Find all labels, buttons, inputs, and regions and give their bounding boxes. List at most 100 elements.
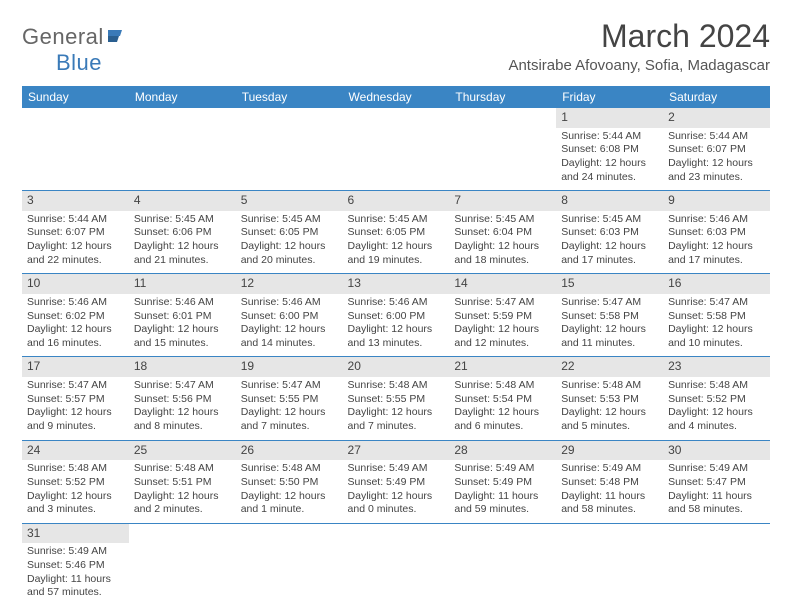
- sunrise-line: Sunrise: 5:47 AM: [27, 379, 124, 393]
- day-number: 17: [22, 357, 129, 377]
- calendar-cell: 9Sunrise: 5:46 AMSunset: 6:03 PMDaylight…: [663, 191, 770, 274]
- sunset-line: Sunset: 6:08 PM: [561, 143, 658, 157]
- sunrise-line: Sunrise: 5:48 AM: [668, 379, 765, 393]
- daylight-line: Daylight: 12 hours and 15 minutes.: [134, 323, 231, 350]
- sunset-line: Sunset: 5:49 PM: [348, 476, 445, 490]
- day-header: Sunday: [22, 86, 129, 108]
- sunrise-line: Sunrise: 5:48 AM: [561, 379, 658, 393]
- daylight-line: Daylight: 12 hours and 16 minutes.: [27, 323, 124, 350]
- sunset-line: Sunset: 6:00 PM: [348, 310, 445, 324]
- logo-text-2: Blue: [56, 50, 102, 76]
- sunrise-line: Sunrise: 5:48 AM: [241, 462, 338, 476]
- calendar-cell-empty: [556, 523, 663, 606]
- calendar-row: 31Sunrise: 5:49 AMSunset: 5:46 PMDayligh…: [22, 523, 770, 606]
- calendar-cell-empty: [343, 108, 450, 191]
- calendar-cell: 28Sunrise: 5:49 AMSunset: 5:49 PMDayligh…: [449, 440, 556, 523]
- calendar-cell: 18Sunrise: 5:47 AMSunset: 5:56 PMDayligh…: [129, 357, 236, 440]
- daylight-line: Daylight: 12 hours and 24 minutes.: [561, 157, 658, 184]
- sunrise-line: Sunrise: 5:45 AM: [561, 213, 658, 227]
- day-number: 10: [22, 274, 129, 294]
- calendar-cell: 11Sunrise: 5:46 AMSunset: 6:01 PMDayligh…: [129, 274, 236, 357]
- calendar-row: 24Sunrise: 5:48 AMSunset: 5:52 PMDayligh…: [22, 440, 770, 523]
- flag-icon: [108, 24, 130, 50]
- sunrise-line: Sunrise: 5:48 AM: [348, 379, 445, 393]
- calendar-cell: 5Sunrise: 5:45 AMSunset: 6:05 PMDaylight…: [236, 191, 343, 274]
- calendar-row: 17Sunrise: 5:47 AMSunset: 5:57 PMDayligh…: [22, 357, 770, 440]
- calendar-cell: 7Sunrise: 5:45 AMSunset: 6:04 PMDaylight…: [449, 191, 556, 274]
- daylight-line: Daylight: 12 hours and 7 minutes.: [348, 406, 445, 433]
- day-number: 4: [129, 191, 236, 211]
- day-number: 25: [129, 441, 236, 461]
- day-number: 2: [663, 108, 770, 128]
- day-number: 29: [556, 441, 663, 461]
- daylight-line: Daylight: 11 hours and 58 minutes.: [668, 490, 765, 517]
- daylight-line: Daylight: 12 hours and 18 minutes.: [454, 240, 551, 267]
- calendar-cell: 29Sunrise: 5:49 AMSunset: 5:48 PMDayligh…: [556, 440, 663, 523]
- sunset-line: Sunset: 6:04 PM: [454, 226, 551, 240]
- day-number: 27: [343, 441, 450, 461]
- sunset-line: Sunset: 5:48 PM: [561, 476, 658, 490]
- day-header: Friday: [556, 86, 663, 108]
- sunrise-line: Sunrise: 5:46 AM: [134, 296, 231, 310]
- calendar-cell-empty: [343, 523, 450, 606]
- calendar-cell: 17Sunrise: 5:47 AMSunset: 5:57 PMDayligh…: [22, 357, 129, 440]
- day-number: 14: [449, 274, 556, 294]
- calendar-cell-empty: [449, 523, 556, 606]
- daylight-line: Daylight: 12 hours and 20 minutes.: [241, 240, 338, 267]
- sunrise-line: Sunrise: 5:46 AM: [241, 296, 338, 310]
- sunset-line: Sunset: 6:06 PM: [134, 226, 231, 240]
- sunset-line: Sunset: 5:50 PM: [241, 476, 338, 490]
- calendar-cell: 22Sunrise: 5:48 AMSunset: 5:53 PMDayligh…: [556, 357, 663, 440]
- daylight-line: Daylight: 12 hours and 17 minutes.: [561, 240, 658, 267]
- daylight-line: Daylight: 12 hours and 2 minutes.: [134, 490, 231, 517]
- sunrise-line: Sunrise: 5:44 AM: [561, 130, 658, 144]
- sunrise-line: Sunrise: 5:45 AM: [241, 213, 338, 227]
- sunset-line: Sunset: 6:03 PM: [668, 226, 765, 240]
- calendar-cell: 1Sunrise: 5:44 AMSunset: 6:08 PMDaylight…: [556, 108, 663, 191]
- day-number: 3: [22, 191, 129, 211]
- calendar-cell: 26Sunrise: 5:48 AMSunset: 5:50 PMDayligh…: [236, 440, 343, 523]
- sunset-line: Sunset: 5:54 PM: [454, 393, 551, 407]
- sunrise-line: Sunrise: 5:46 AM: [348, 296, 445, 310]
- day-number: 7: [449, 191, 556, 211]
- calendar-table: SundayMondayTuesdayWednesdayThursdayFrid…: [22, 86, 770, 606]
- sunrise-line: Sunrise: 5:47 AM: [668, 296, 765, 310]
- daylight-line: Daylight: 12 hours and 0 minutes.: [348, 490, 445, 517]
- day-number: 30: [663, 441, 770, 461]
- logo: General: [22, 24, 130, 50]
- calendar-cell: 20Sunrise: 5:48 AMSunset: 5:55 PMDayligh…: [343, 357, 450, 440]
- calendar-cell: 12Sunrise: 5:46 AMSunset: 6:00 PMDayligh…: [236, 274, 343, 357]
- daylight-line: Daylight: 12 hours and 19 minutes.: [348, 240, 445, 267]
- day-header: Wednesday: [343, 86, 450, 108]
- calendar-cell: 21Sunrise: 5:48 AMSunset: 5:54 PMDayligh…: [449, 357, 556, 440]
- day-number: 15: [556, 274, 663, 294]
- daylight-line: Daylight: 12 hours and 12 minutes.: [454, 323, 551, 350]
- day-number: 23: [663, 357, 770, 377]
- day-number: 12: [236, 274, 343, 294]
- daylight-line: Daylight: 12 hours and 5 minutes.: [561, 406, 658, 433]
- sunrise-line: Sunrise: 5:45 AM: [348, 213, 445, 227]
- daylight-line: Daylight: 12 hours and 23 minutes.: [668, 157, 765, 184]
- calendar-cell-empty: [22, 108, 129, 191]
- sunset-line: Sunset: 5:46 PM: [27, 559, 124, 573]
- sunset-line: Sunset: 5:53 PM: [561, 393, 658, 407]
- calendar-row: 10Sunrise: 5:46 AMSunset: 6:02 PMDayligh…: [22, 274, 770, 357]
- sunrise-line: Sunrise: 5:49 AM: [454, 462, 551, 476]
- day-number: 11: [129, 274, 236, 294]
- calendar-cell: 15Sunrise: 5:47 AMSunset: 5:58 PMDayligh…: [556, 274, 663, 357]
- day-number: 20: [343, 357, 450, 377]
- calendar-cell: 13Sunrise: 5:46 AMSunset: 6:00 PMDayligh…: [343, 274, 450, 357]
- calendar-cell: 16Sunrise: 5:47 AMSunset: 5:58 PMDayligh…: [663, 274, 770, 357]
- sunrise-line: Sunrise: 5:46 AM: [668, 213, 765, 227]
- sunset-line: Sunset: 5:52 PM: [668, 393, 765, 407]
- sunrise-line: Sunrise: 5:44 AM: [27, 213, 124, 227]
- sunrise-line: Sunrise: 5:49 AM: [27, 545, 124, 559]
- sunset-line: Sunset: 5:55 PM: [241, 393, 338, 407]
- day-number: 13: [343, 274, 450, 294]
- sunrise-line: Sunrise: 5:48 AM: [134, 462, 231, 476]
- day-header: Tuesday: [236, 86, 343, 108]
- day-header-row: SundayMondayTuesdayWednesdayThursdayFrid…: [22, 86, 770, 108]
- sunset-line: Sunset: 6:07 PM: [668, 143, 765, 157]
- calendar-cell: 3Sunrise: 5:44 AMSunset: 6:07 PMDaylight…: [22, 191, 129, 274]
- sunrise-line: Sunrise: 5:46 AM: [27, 296, 124, 310]
